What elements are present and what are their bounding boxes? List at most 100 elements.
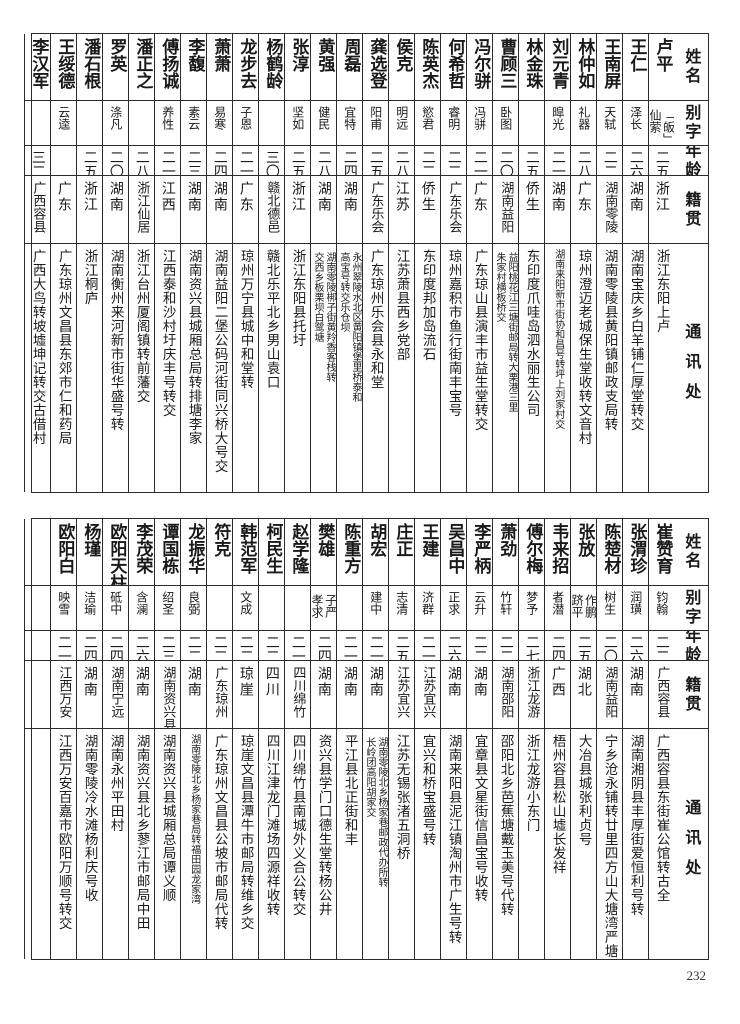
roster-entry-column[interactable]: 卢平 「皈」 仙萦 二五 浙江 浙江东阳上卢 <box>648 34 674 492</box>
roster-entry-column[interactable]: 欧阳白 映雪 二一 江西万安 江西万安百嘉市欧阳万顺号转交 <box>50 519 76 959</box>
entry-origin-cell: 浙江仙居 <box>129 176 154 244</box>
roster-entry-column[interactable]: 张渭珍 润璜 二六 湖南 湖南湘阴县丰厚街爱恒利号转 <box>622 519 648 959</box>
entry-alias-cell: 易寒 <box>207 101 232 146</box>
roster-entry-column[interactable]: 谭国栋 绍圣 二三 湖南资兴县 湖南资兴县城厢总局谭义顺 <box>154 519 180 959</box>
roster-entry-column[interactable]: 王建 济群 二一 江苏宜兴 宜兴和桥宝盛号转 <box>414 519 440 959</box>
entry-address: 湖南永州平田村 <box>107 734 124 832</box>
roster-entry-column[interactable]: 何希哲 睿明 二二 广东乐会 琼州嘉积市鱼行街南丰宝号 <box>440 34 466 492</box>
entry-address-cell: 湖南来阳新市街协和昌号转坪上刘家村交 <box>545 244 570 492</box>
roster-entry-column[interactable]: 黄强 健民 二八 湖南 湖南零陵梆子街黄羚香客栈转 交西乡板栗坝白鹭塘 <box>310 34 336 492</box>
entry-name: 柯民生 <box>262 523 283 574</box>
roster-entry-column[interactable]: 周磊 宜特 二四 湖南 永州翠陵水北区黄阳镇堡里桥泰和 高宝号转交乐仓坝 <box>336 34 362 492</box>
entry-age-cell: 二三 <box>181 146 206 176</box>
roster-entry-column[interactable]: 陈重方 二一 湖南 平江县北正街和丰 <box>336 519 362 959</box>
roster-entry-column[interactable]: 柯民生 二二 四川 四川江津龙门滩场四源祥收转 <box>258 519 284 959</box>
roster-entry-column[interactable]: 崔赞育 钧翰 二二 广西容县 广西容县东街崔公馆转古全 <box>648 519 674 959</box>
entry-origin: 广东 <box>575 181 592 213</box>
entry-origin-cell: 广东琼州 <box>207 661 232 729</box>
entry-name-cell: 冯尔骈 <box>467 34 492 101</box>
entry-age: 三〇 <box>263 150 280 176</box>
entry-name-cell: 赵学隆 <box>285 519 310 586</box>
roster-entry-column[interactable]: 冯尔骈 冯骈 二一 广东 广东琼山县演丰市益生堂转交 <box>466 34 492 492</box>
entry-origin: 四川 <box>263 666 280 698</box>
roster-entry-column[interactable]: 傅扬诚 养性 二一 江西 江西泰和沙村圩庆丰号转交 <box>154 34 180 492</box>
entry-address-note: 交西乡板栗坝白鹭塘 <box>312 252 323 342</box>
entry-age-cell: 二一 <box>155 146 180 176</box>
entry-alias: 文成 <box>238 591 253 615</box>
entry-address-cell: 琼州万宁县城中和堂转 <box>233 244 258 492</box>
roster-entry-column[interactable]: 龚选登 阳甫 二五 广东乐会 广东琼州乐会县永和堂 <box>362 34 388 492</box>
entry-address-cell: 资兴县学门口德生堂转杨公井 <box>311 729 336 959</box>
roster-entry-column[interactable]: 萧萧 易寒 二四 湖南 湖南益阳二堡公码河街同兴桥大号交 <box>206 34 232 492</box>
entry-address-cell: 益阳桃花江三塘街邮局转大栗港三里 朱家村横板桥交 <box>493 244 518 492</box>
roster-entry-column[interactable]: 刘元青 暭光 二一 湖南 湖南来阳新市街协和昌号转坪上刘家村交 <box>544 34 570 492</box>
entry-alias-cell: 养性 <box>155 101 180 146</box>
roster-entry-column[interactable]: 符克 二二 广东琼州 广东琼州文昌县公坡市邮局代转 <box>206 519 232 959</box>
entry-origin-cell: 湖南 <box>337 661 362 729</box>
roster-entry-column[interactable]: 张淳 坚如 二五 浙江 浙江东阳县托圩 <box>284 34 310 492</box>
entry-age: 二六 <box>133 635 150 661</box>
entry-age: 二一 <box>367 635 384 661</box>
roster-entry-column[interactable]: 赵学隆 二一 四川绵竹 四川绵竹县南城外义合公转交 <box>284 519 310 959</box>
entry-alias-cell: 含澜 <box>129 586 154 631</box>
entry-age: 二二 <box>419 150 436 176</box>
entry-alias: 睿明 <box>446 106 461 130</box>
entry-address-note: 长岭团高阳胡家交 <box>364 737 375 817</box>
entry-alias-cell: 钧翰 <box>649 586 674 631</box>
entry-address-cell: 广东琼州文昌县东郊市仁和药局 <box>51 244 76 492</box>
roster-entry-column[interactable]: 韦来招 者潜 二四 广西 梧州容县松山墟长发祥 <box>544 519 570 959</box>
entry-alias-cell: 卧图 <box>493 101 518 146</box>
entry-address-cell: 广东琼州文昌县公坡市邮局代转 <box>207 729 232 959</box>
roster-entry-column[interactable]: 韩范军 文成 二二 琼崖 琼崖文昌县潭牛市邮局转维乡交 <box>232 519 258 959</box>
roster-entry-column[interactable]: 庄正 志清 二五 江苏宜兴 江苏无锡张渚五洞桥 <box>388 519 414 959</box>
roster-entry-column[interactable]: 王仁 泽长 二六 湖南 湖南宝庆乡白羊铺仁厚堂转交 <box>622 34 648 492</box>
roster-entry-column[interactable]: 傅尔梅 梦予 二七 浙江龙游 浙江龙游小东门 <box>518 519 544 959</box>
roster-entry-column[interactable]: 龙步去 子恩 二一 广东 琼州万宁县城中和堂转 <box>232 34 258 492</box>
roster-entry-column[interactable]: 曹顾三 卧图 二〇 湖南益阳 益阳桃花江三塘街邮局转大栗港三里 朱家村横板桥交 <box>492 34 518 492</box>
roster-entry-column[interactable]: 龙振华 良弼 二二 湖南 湖南零陵北乡杨家巷局转福田园龙家湾 <box>180 519 206 959</box>
roster-entry-column[interactable]: 潘石根 二五 浙江 浙江桐庐 <box>76 34 102 492</box>
roster-entry-column[interactable]: 张放 作鹏 跻平 二五 湖北 大冶县城张利贞号 <box>570 519 596 959</box>
entry-age-cell: 三〇 <box>259 146 284 176</box>
roster-entry-column[interactable]: 侯克 明远 二八 江苏 江苏萧县西乡党部 <box>388 34 414 492</box>
roster-entry-column[interactable]: 萧劲 竹轩 二二 湖南邵阳 邵阳北乡芭蕉塘戴玉美号代转 <box>492 519 518 959</box>
entry-alias-cell: 建中 <box>363 586 388 631</box>
roster-entry-column[interactable]: 陈楚材 树生 二〇 湖南益阳 宁乡沧永铺转廿里四方山大塘湾严塘 <box>596 519 622 959</box>
entry-age: 二一 <box>471 150 488 176</box>
roster-entry-column[interactable]: 林仲如 礼器 二八 广东 琼州澄迈老城保生堂收转文音村 <box>570 34 596 492</box>
roster-entry-column[interactable]: 李茂荣 含澜 二六 湖南 湖南资兴县北乡蓼江市邮局中田 <box>128 519 154 959</box>
entry-origin: 广西容县 <box>30 181 46 233</box>
roster-entry-column[interactable]: 吴昌中 正求 二六 湖南 湖南来阳县泥江镇淘州市广生号转 <box>440 519 466 959</box>
entry-origin: 浙江 <box>289 181 306 213</box>
entry-address-cell: 湖南宝庆乡白羊铺仁厚堂转交 <box>623 244 648 492</box>
roster-entry-column[interactable]: 李汉军 三二 广西容县 广西大鸟转坡墟坤记转交古借村 <box>24 34 50 492</box>
entry-address: 浙江东阳县托圩 <box>289 249 306 347</box>
roster-entry-column[interactable]: 潘正之 二八 浙江仙居 浙江台州厦阁镇转前藩交 <box>128 34 154 492</box>
roster-entry-column[interactable]: 罗英 涤凡 二〇 湖南 湖南衡州来河新市街华盛号转 <box>102 34 128 492</box>
entry-age: 二六 <box>627 150 644 176</box>
roster-entry-column[interactable]: 樊雄 子严 孝求 二四 湖南 资兴县学门口德生堂转杨公井 <box>310 519 336 959</box>
roster-entry-column[interactable]: 胡宏 建中 二一 湖南 湖南零陵北乡杨家巷邮政代办所转 长岭团高阳胡家交 <box>362 519 388 959</box>
roster-entry-column[interactable] <box>24 519 50 959</box>
roster-entry-column[interactable]: 欧阳天柱 砥中 二四 湖南宁远 湖南永州平田村 <box>102 519 128 959</box>
entry-name-cell: 李馥 <box>181 34 206 101</box>
entry-address-cell: 赣北乐平北乡男山袁口 <box>259 244 284 492</box>
entry-origin-cell: 湖南 <box>129 661 154 729</box>
entry-age-cell: 二七 <box>519 631 544 661</box>
entry-name-cell <box>25 519 50 586</box>
entry-age-cell: 二三 <box>155 631 180 661</box>
roster-entry-column[interactable]: 杨鹤龄 三〇 赣北德邑 赣北乐平北乡男山袁口 <box>258 34 284 492</box>
roster-entry-column[interactable]: 陈英杰 慾君 二二 侨生 东印度邦加岛流石 <box>414 34 440 492</box>
entry-age: 二五 <box>575 635 592 661</box>
entry-address: 浙江桐庐 <box>81 249 98 305</box>
roster-entry-column[interactable]: 王绥德 云逵 广东 广东琼州文昌县东郊市仁和药局 <box>50 34 76 492</box>
entry-alias: 礼器 <box>576 106 591 130</box>
roster-entry-column[interactable]: 杨瑾 洁瑜 二四 湖南 湖南零陵冷水滩杨利庆号收 <box>76 519 102 959</box>
entry-alias-cell <box>207 586 232 631</box>
entry-name: 韦来招 <box>548 523 569 574</box>
roster-entry-column[interactable]: 李馥 素云 二三 湖南 湖南资兴县城厢总局转排塘李家 <box>180 34 206 492</box>
roster-entry-column[interactable]: 林金珠 二五 侨生 东印度爪哇岛泗水丽生公司 <box>518 34 544 492</box>
entry-name: 何希哲 <box>444 38 465 89</box>
roster-entry-column[interactable]: 王南屏 天轼 二二 湖南零陵 湖南零陵县黄阳镇邮政支局转 <box>596 34 622 492</box>
roster-entry-column[interactable]: 李严柄 云升 二二 湖南 宜章县文星街信昌宝号收转 <box>466 519 492 959</box>
